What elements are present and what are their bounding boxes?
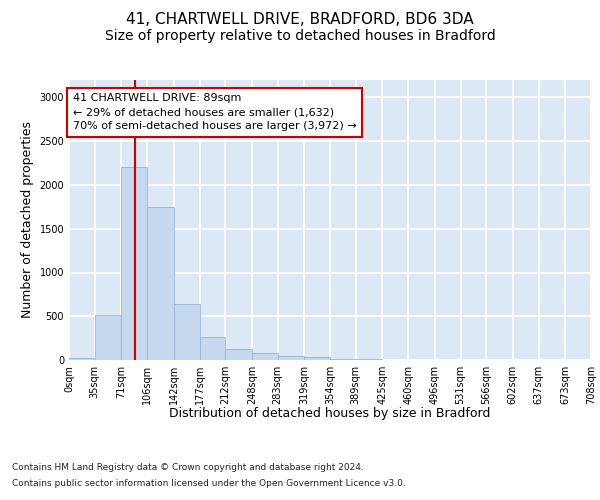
Text: Size of property relative to detached houses in Bradford: Size of property relative to detached ho… <box>104 29 496 43</box>
Y-axis label: Number of detached properties: Number of detached properties <box>21 122 34 318</box>
Bar <box>252 354 278 360</box>
Bar <box>121 168 147 360</box>
Bar <box>278 356 304 360</box>
Bar <box>304 358 330 360</box>
Bar <box>330 358 356 360</box>
Bar <box>226 348 252 360</box>
Bar <box>69 358 95 360</box>
Text: Distribution of detached houses by size in Bradford: Distribution of detached houses by size … <box>169 408 491 420</box>
Text: 41 CHARTWELL DRIVE: 89sqm
← 29% of detached houses are smaller (1,632)
70% of se: 41 CHARTWELL DRIVE: 89sqm ← 29% of detac… <box>73 93 356 131</box>
Bar <box>95 316 121 360</box>
Text: 41, CHARTWELL DRIVE, BRADFORD, BD6 3DA: 41, CHARTWELL DRIVE, BRADFORD, BD6 3DA <box>126 12 474 28</box>
Bar <box>173 304 199 360</box>
Bar <box>304 358 330 360</box>
Bar <box>69 358 95 360</box>
Bar <box>121 168 147 360</box>
Bar <box>173 304 199 360</box>
Bar <box>95 316 121 360</box>
Bar <box>278 356 304 360</box>
Bar <box>147 207 173 360</box>
Text: Contains HM Land Registry data © Crown copyright and database right 2024.: Contains HM Land Registry data © Crown c… <box>12 462 364 471</box>
Bar <box>199 337 226 360</box>
Text: Contains public sector information licensed under the Open Government Licence v3: Contains public sector information licen… <box>12 479 406 488</box>
Bar <box>330 358 356 360</box>
Bar <box>147 207 173 360</box>
Bar <box>226 348 252 360</box>
Bar <box>199 337 226 360</box>
Bar <box>252 354 278 360</box>
